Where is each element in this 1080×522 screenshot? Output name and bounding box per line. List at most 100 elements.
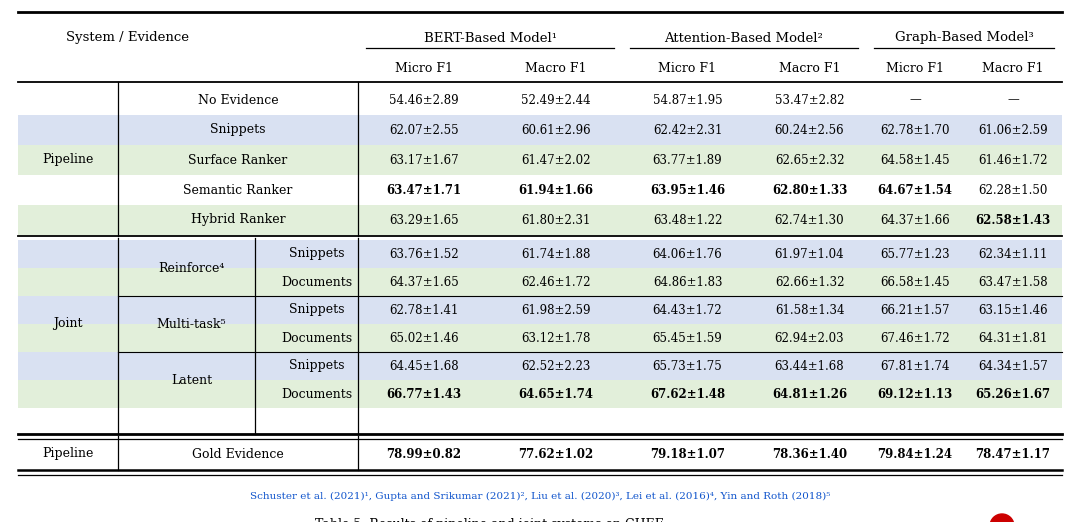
Text: 60.61±2.96: 60.61±2.96 <box>522 124 591 136</box>
Text: 64.06±1.76: 64.06±1.76 <box>652 247 723 260</box>
Text: Surface Ranker: Surface Ranker <box>188 153 287 167</box>
Text: 62.07±2.55: 62.07±2.55 <box>389 124 459 136</box>
Text: 64.58±1.45: 64.58±1.45 <box>880 153 949 167</box>
Text: Documents: Documents <box>281 387 352 400</box>
Text: 79.84±1.24: 79.84±1.24 <box>877 447 953 460</box>
Text: 64.31±1.81: 64.31±1.81 <box>978 331 1048 345</box>
Text: Reinforce⁴: Reinforce⁴ <box>159 262 225 275</box>
Text: 67.81±1.74: 67.81±1.74 <box>880 360 949 373</box>
Text: 61.98±2.59: 61.98±2.59 <box>522 303 591 316</box>
Bar <box>18 268 1062 296</box>
Text: 62.28±1.50: 62.28±1.50 <box>978 184 1048 196</box>
Bar <box>18 324 1062 352</box>
Text: 63.76±1.52: 63.76±1.52 <box>389 247 459 260</box>
Text: 64.37±1.66: 64.37±1.66 <box>880 213 950 227</box>
Circle shape <box>990 514 1014 522</box>
Text: 78.47±1.17: 78.47±1.17 <box>975 447 1051 460</box>
Text: Semantic Ranker: Semantic Ranker <box>184 184 293 196</box>
Text: Macro F1: Macro F1 <box>525 62 586 75</box>
Text: 61.80±2.31: 61.80±2.31 <box>522 213 591 227</box>
Text: 64.65±1.74: 64.65±1.74 <box>518 387 594 400</box>
Text: System / Evidence: System / Evidence <box>67 31 189 44</box>
Text: 65.45±1.59: 65.45±1.59 <box>652 331 723 345</box>
Text: 54.46±2.89: 54.46±2.89 <box>389 93 459 106</box>
Text: 65.26±1.67: 65.26±1.67 <box>975 387 1051 400</box>
Text: —: — <box>1008 93 1018 106</box>
Text: 63.47±1.58: 63.47±1.58 <box>978 276 1048 289</box>
Text: Hybrid Ranker: Hybrid Ranker <box>191 213 285 227</box>
Text: 64.34±1.57: 64.34±1.57 <box>978 360 1048 373</box>
Text: Snippets: Snippets <box>288 247 345 260</box>
Text: 61.74±1.88: 61.74±1.88 <box>522 247 591 260</box>
Text: 64.43±1.72: 64.43±1.72 <box>652 303 723 316</box>
Text: Micro F1: Micro F1 <box>395 62 453 75</box>
Text: Micro F1: Micro F1 <box>659 62 716 75</box>
Text: 62.65±2.32: 62.65±2.32 <box>774 153 845 167</box>
Text: 64.81±1.26: 64.81±1.26 <box>772 387 847 400</box>
Text: 79.18±1.07: 79.18±1.07 <box>650 447 725 460</box>
Text: 61.46±1.72: 61.46±1.72 <box>978 153 1048 167</box>
Bar <box>18 115 1062 145</box>
Bar <box>18 380 1062 408</box>
Text: Schuster et al. (2021)¹, Gupta and Srikumar (2021)², Liu et al. (2020)³, Lei et : Schuster et al. (2021)¹, Gupta and Sriku… <box>249 492 831 501</box>
Text: 63.12±1.78: 63.12±1.78 <box>522 331 591 345</box>
Text: 66.77±1.43: 66.77±1.43 <box>387 387 461 400</box>
Text: 66.21±1.57: 66.21±1.57 <box>880 303 949 316</box>
Text: Snippets: Snippets <box>211 124 266 136</box>
Text: Macro F1: Macro F1 <box>982 62 1043 75</box>
Text: 64.86±1.83: 64.86±1.83 <box>652 276 723 289</box>
Text: Pipeline: Pipeline <box>42 153 94 167</box>
Text: Graph-Based Model³: Graph-Based Model³ <box>894 31 1034 44</box>
Text: 64.37±1.65: 64.37±1.65 <box>389 276 459 289</box>
Text: Snippets: Snippets <box>288 303 345 316</box>
Text: 67.62±1.48: 67.62±1.48 <box>650 387 725 400</box>
Text: 62.46±1.72: 62.46±1.72 <box>522 276 591 289</box>
Text: 61.58±1.34: 61.58±1.34 <box>774 303 845 316</box>
Bar <box>18 240 1062 268</box>
Text: 63.48±1.22: 63.48±1.22 <box>652 213 723 227</box>
Bar <box>18 352 1062 380</box>
Text: 53.47±2.82: 53.47±2.82 <box>774 93 845 106</box>
Text: 66.58±1.45: 66.58±1.45 <box>880 276 949 289</box>
Text: Gold Evidence: Gold Evidence <box>192 447 284 460</box>
Text: BERT-Based Model¹: BERT-Based Model¹ <box>423 31 556 44</box>
Text: 62.52±2.23: 62.52±2.23 <box>522 360 591 373</box>
Text: 64.45±1.68: 64.45±1.68 <box>389 360 459 373</box>
Text: 65.73±1.75: 65.73±1.75 <box>652 360 723 373</box>
Text: 63.15±1.46: 63.15±1.46 <box>978 303 1048 316</box>
Text: Attention-Based Model²: Attention-Based Model² <box>664 31 823 44</box>
Text: No Evidence: No Evidence <box>198 93 279 106</box>
Text: 61.47±2.02: 61.47±2.02 <box>522 153 591 167</box>
Text: 63.47±1.71: 63.47±1.71 <box>387 184 461 196</box>
Text: Documents: Documents <box>281 331 352 345</box>
Text: 63.17±1.67: 63.17±1.67 <box>389 153 459 167</box>
Text: 65.02±1.46: 65.02±1.46 <box>389 331 459 345</box>
Text: Latent: Latent <box>171 374 212 386</box>
Text: 62.58±1.43: 62.58±1.43 <box>975 213 1051 227</box>
Text: Micro F1: Micro F1 <box>886 62 944 75</box>
Text: Multi-task⁵: Multi-task⁵ <box>157 317 227 330</box>
Text: Table 5: Results of pipeline and joint systems on CHEF.: Table 5: Results of pipeline and joint s… <box>315 518 665 522</box>
Text: Pipeline: Pipeline <box>42 447 94 460</box>
Text: —: — <box>909 93 921 106</box>
Text: 中文网: 中文网 <box>1022 521 1040 522</box>
Text: 78.36±1.40: 78.36±1.40 <box>772 447 847 460</box>
Text: 63.29±1.65: 63.29±1.65 <box>389 213 459 227</box>
Text: 62.80±1.33: 62.80±1.33 <box>772 184 847 196</box>
Text: 62.94±2.03: 62.94±2.03 <box>774 331 845 345</box>
Text: 61.94±1.66: 61.94±1.66 <box>518 184 594 196</box>
Bar <box>18 296 1062 324</box>
Text: 62.34±1.11: 62.34±1.11 <box>978 247 1048 260</box>
Text: 67.46±1.72: 67.46±1.72 <box>880 331 949 345</box>
Text: 77.62±1.02: 77.62±1.02 <box>518 447 594 460</box>
Text: 69.12±1.13: 69.12±1.13 <box>877 387 953 400</box>
Text: 60.24±2.56: 60.24±2.56 <box>774 124 845 136</box>
Text: 63.95±1.46: 63.95±1.46 <box>650 184 725 196</box>
Text: 78.99±0.82: 78.99±0.82 <box>387 447 461 460</box>
Text: 61.06±2.59: 61.06±2.59 <box>978 124 1048 136</box>
Text: 63.77±1.89: 63.77±1.89 <box>652 153 723 167</box>
Text: 64.67±1.54: 64.67±1.54 <box>877 184 953 196</box>
Text: 62.78±1.70: 62.78±1.70 <box>880 124 949 136</box>
Text: 62.66±1.32: 62.66±1.32 <box>774 276 845 289</box>
Text: Joint: Joint <box>53 317 83 330</box>
